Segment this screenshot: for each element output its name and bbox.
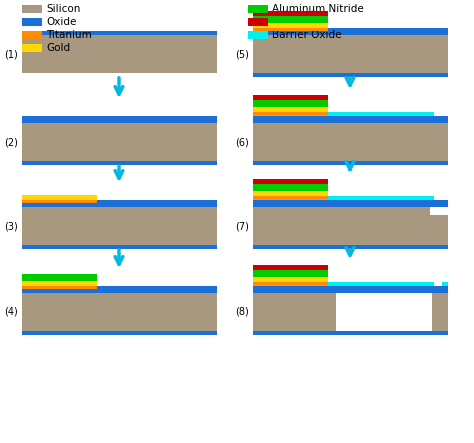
Bar bbox=[434, 107, 448, 116]
Bar bbox=[253, 196, 328, 199]
Bar bbox=[442, 282, 448, 286]
Bar bbox=[253, 282, 434, 286]
Text: (5): (5) bbox=[235, 49, 249, 59]
Bar bbox=[253, 179, 328, 184]
Bar bbox=[253, 270, 328, 277]
Bar bbox=[22, 119, 217, 123]
Bar bbox=[253, 31, 448, 35]
Bar bbox=[22, 207, 217, 245]
Bar bbox=[442, 196, 448, 200]
Bar bbox=[253, 73, 448, 77]
Bar bbox=[253, 28, 328, 31]
Bar bbox=[22, 200, 217, 203]
Bar bbox=[434, 196, 448, 200]
Text: Platinum: Platinum bbox=[272, 17, 318, 27]
Bar bbox=[22, 274, 97, 281]
Bar bbox=[253, 116, 448, 119]
Bar bbox=[22, 31, 217, 35]
Bar bbox=[253, 184, 328, 191]
Bar bbox=[253, 293, 336, 331]
Bar bbox=[22, 286, 97, 289]
Bar bbox=[253, 331, 448, 335]
Bar bbox=[22, 44, 42, 52]
Bar bbox=[22, 203, 217, 207]
Text: (8): (8) bbox=[235, 307, 249, 317]
Text: (2): (2) bbox=[4, 137, 18, 147]
Text: Gold: Gold bbox=[46, 43, 70, 53]
Bar bbox=[253, 23, 328, 28]
Bar bbox=[253, 11, 328, 16]
Bar bbox=[253, 28, 448, 31]
Bar bbox=[253, 286, 448, 289]
Bar bbox=[248, 31, 268, 39]
Bar bbox=[253, 277, 328, 282]
Bar bbox=[253, 203, 448, 207]
Bar bbox=[253, 207, 448, 245]
Bar bbox=[22, 286, 217, 289]
Bar bbox=[22, 5, 42, 13]
Bar bbox=[253, 161, 448, 165]
Bar bbox=[22, 331, 217, 335]
Text: (7): (7) bbox=[235, 221, 249, 231]
Bar bbox=[253, 35, 448, 73]
Bar bbox=[253, 95, 328, 100]
Bar bbox=[253, 196, 434, 200]
Bar bbox=[253, 112, 328, 116]
Bar bbox=[253, 191, 328, 196]
Text: (1): (1) bbox=[4, 49, 18, 59]
Bar bbox=[22, 161, 217, 165]
Bar bbox=[22, 289, 217, 293]
Bar bbox=[22, 31, 42, 39]
Text: Oxide: Oxide bbox=[46, 17, 76, 27]
Bar bbox=[22, 200, 97, 203]
Bar bbox=[253, 16, 328, 23]
Bar bbox=[253, 245, 448, 249]
Bar bbox=[253, 200, 448, 203]
Bar bbox=[253, 265, 328, 270]
Text: Titanium: Titanium bbox=[46, 30, 92, 40]
Bar bbox=[253, 107, 328, 112]
Bar bbox=[253, 282, 328, 285]
Bar bbox=[432, 293, 448, 331]
Bar bbox=[22, 195, 97, 200]
Bar bbox=[22, 281, 97, 286]
Bar bbox=[22, 293, 217, 331]
Bar bbox=[22, 35, 217, 73]
Bar bbox=[328, 112, 448, 116]
Text: (3): (3) bbox=[4, 221, 18, 231]
Text: (4): (4) bbox=[4, 307, 18, 317]
Text: Silicon: Silicon bbox=[46, 4, 81, 14]
Bar bbox=[430, 207, 448, 215]
Bar bbox=[253, 289, 448, 293]
Text: Barrier Oxide: Barrier Oxide bbox=[272, 30, 341, 40]
Bar bbox=[248, 18, 268, 26]
Bar bbox=[248, 5, 268, 13]
Bar bbox=[253, 119, 448, 123]
Bar bbox=[253, 100, 328, 107]
Text: Aluminum Nitride: Aluminum Nitride bbox=[272, 4, 364, 14]
Bar bbox=[253, 112, 328, 115]
Text: (6): (6) bbox=[235, 137, 249, 147]
Bar bbox=[22, 123, 217, 161]
Bar bbox=[22, 245, 217, 249]
Bar bbox=[253, 123, 448, 161]
Bar bbox=[22, 116, 217, 119]
Bar bbox=[22, 18, 42, 26]
